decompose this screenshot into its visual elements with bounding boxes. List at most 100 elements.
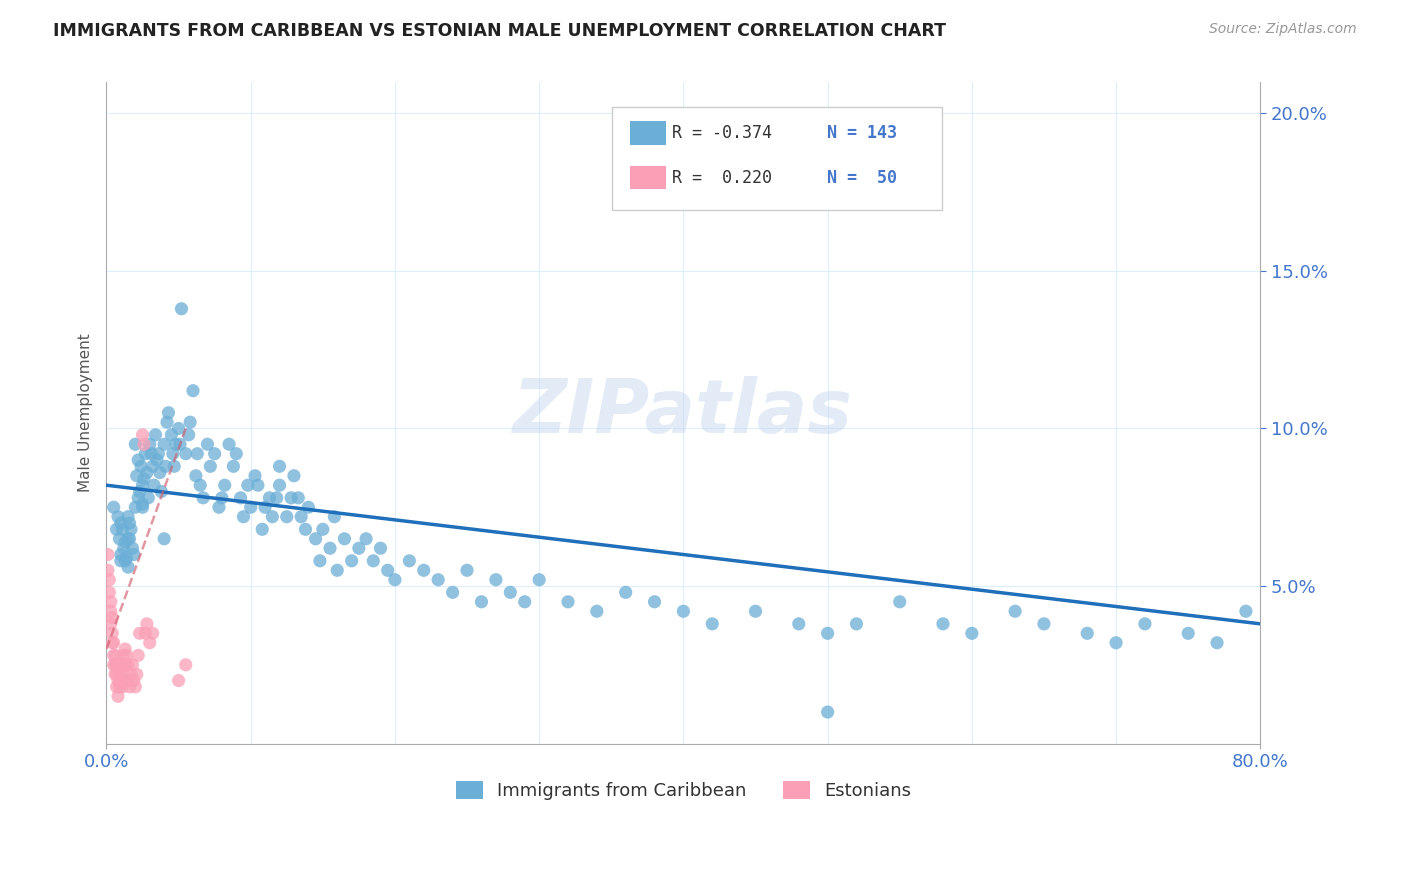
Point — [111, 657, 134, 672]
Point — [100, 604, 122, 618]
Point — [105, 522, 128, 536]
Point — [117, 560, 139, 574]
Point — [204, 447, 226, 461]
Point — [586, 604, 609, 618]
Point — [117, 657, 139, 672]
Point — [124, 437, 146, 451]
Point — [254, 500, 277, 515]
Point — [118, 516, 141, 530]
Point — [181, 384, 204, 398]
Point — [817, 626, 839, 640]
Point — [105, 680, 128, 694]
Point — [361, 554, 384, 568]
Text: IMMIGRANTS FROM CARIBBEAN VS ESTONIAN MALE UNEMPLOYMENT CORRELATION CHART: IMMIGRANTS FROM CARIBBEAN VS ESTONIAN MA… — [53, 22, 946, 40]
Point — [145, 427, 167, 442]
Point — [146, 453, 169, 467]
Point — [702, 616, 724, 631]
Point — [112, 648, 135, 663]
Point — [155, 459, 177, 474]
Point — [141, 447, 163, 461]
Text: N = 143: N = 143 — [827, 124, 897, 142]
Point — [1133, 616, 1156, 631]
Point — [115, 648, 138, 663]
Point — [98, 585, 121, 599]
Point — [111, 680, 134, 694]
Point — [744, 604, 766, 618]
Point — [499, 585, 522, 599]
Point — [232, 509, 254, 524]
Point — [184, 468, 207, 483]
Point — [121, 541, 143, 556]
Point — [169, 437, 191, 451]
Point — [398, 554, 420, 568]
Point — [125, 468, 148, 483]
Point — [110, 516, 132, 530]
Point — [138, 636, 160, 650]
Point — [441, 585, 464, 599]
Point — [104, 667, 127, 681]
Point — [845, 616, 868, 631]
Point — [1033, 616, 1056, 631]
Point — [186, 447, 208, 461]
Point — [340, 554, 363, 568]
Text: Source: ZipAtlas.com: Source: ZipAtlas.com — [1209, 22, 1357, 37]
Point — [179, 415, 201, 429]
Point — [347, 541, 370, 556]
Point — [153, 437, 176, 451]
Point — [197, 437, 219, 451]
Point — [817, 705, 839, 719]
Point — [131, 500, 153, 515]
Point — [156, 415, 179, 429]
Point — [427, 573, 450, 587]
Point — [319, 541, 342, 556]
Point — [259, 491, 281, 505]
Point — [246, 478, 269, 492]
Point — [98, 573, 121, 587]
Point — [513, 595, 536, 609]
Point — [129, 459, 152, 474]
Point — [117, 532, 139, 546]
Point — [114, 554, 136, 568]
Point — [108, 532, 131, 546]
Point — [117, 509, 139, 524]
Point — [252, 522, 274, 536]
Point — [614, 585, 637, 599]
Point — [1206, 636, 1229, 650]
Point — [114, 535, 136, 549]
Point — [1234, 604, 1257, 618]
Point — [370, 541, 392, 556]
Point — [323, 509, 346, 524]
Point — [485, 573, 508, 587]
Text: R =  0.220: R = 0.220 — [672, 169, 772, 186]
Point — [103, 500, 125, 515]
Point — [243, 468, 266, 483]
Point — [174, 447, 197, 461]
Point — [142, 459, 165, 474]
Point — [287, 491, 309, 505]
Point — [167, 421, 190, 435]
Point — [103, 657, 125, 672]
Text: N =  50: N = 50 — [827, 169, 897, 186]
Point — [177, 427, 200, 442]
Point — [787, 616, 810, 631]
Point — [1177, 626, 1199, 640]
Point — [132, 437, 155, 451]
Point — [107, 509, 129, 524]
Point — [132, 472, 155, 486]
Point — [110, 673, 132, 688]
Point — [165, 437, 187, 451]
Point — [117, 673, 139, 688]
Point — [312, 522, 335, 536]
Point — [112, 667, 135, 681]
Legend: Immigrants from Caribbean, Estonians: Immigrants from Caribbean, Estonians — [449, 773, 918, 807]
Point — [222, 459, 245, 474]
Point — [105, 657, 128, 672]
Point — [527, 573, 550, 587]
Point — [121, 657, 143, 672]
Point — [644, 595, 666, 609]
Point — [105, 667, 128, 681]
Point — [149, 466, 172, 480]
Point — [170, 301, 193, 316]
Point — [101, 610, 124, 624]
Point — [297, 500, 319, 515]
